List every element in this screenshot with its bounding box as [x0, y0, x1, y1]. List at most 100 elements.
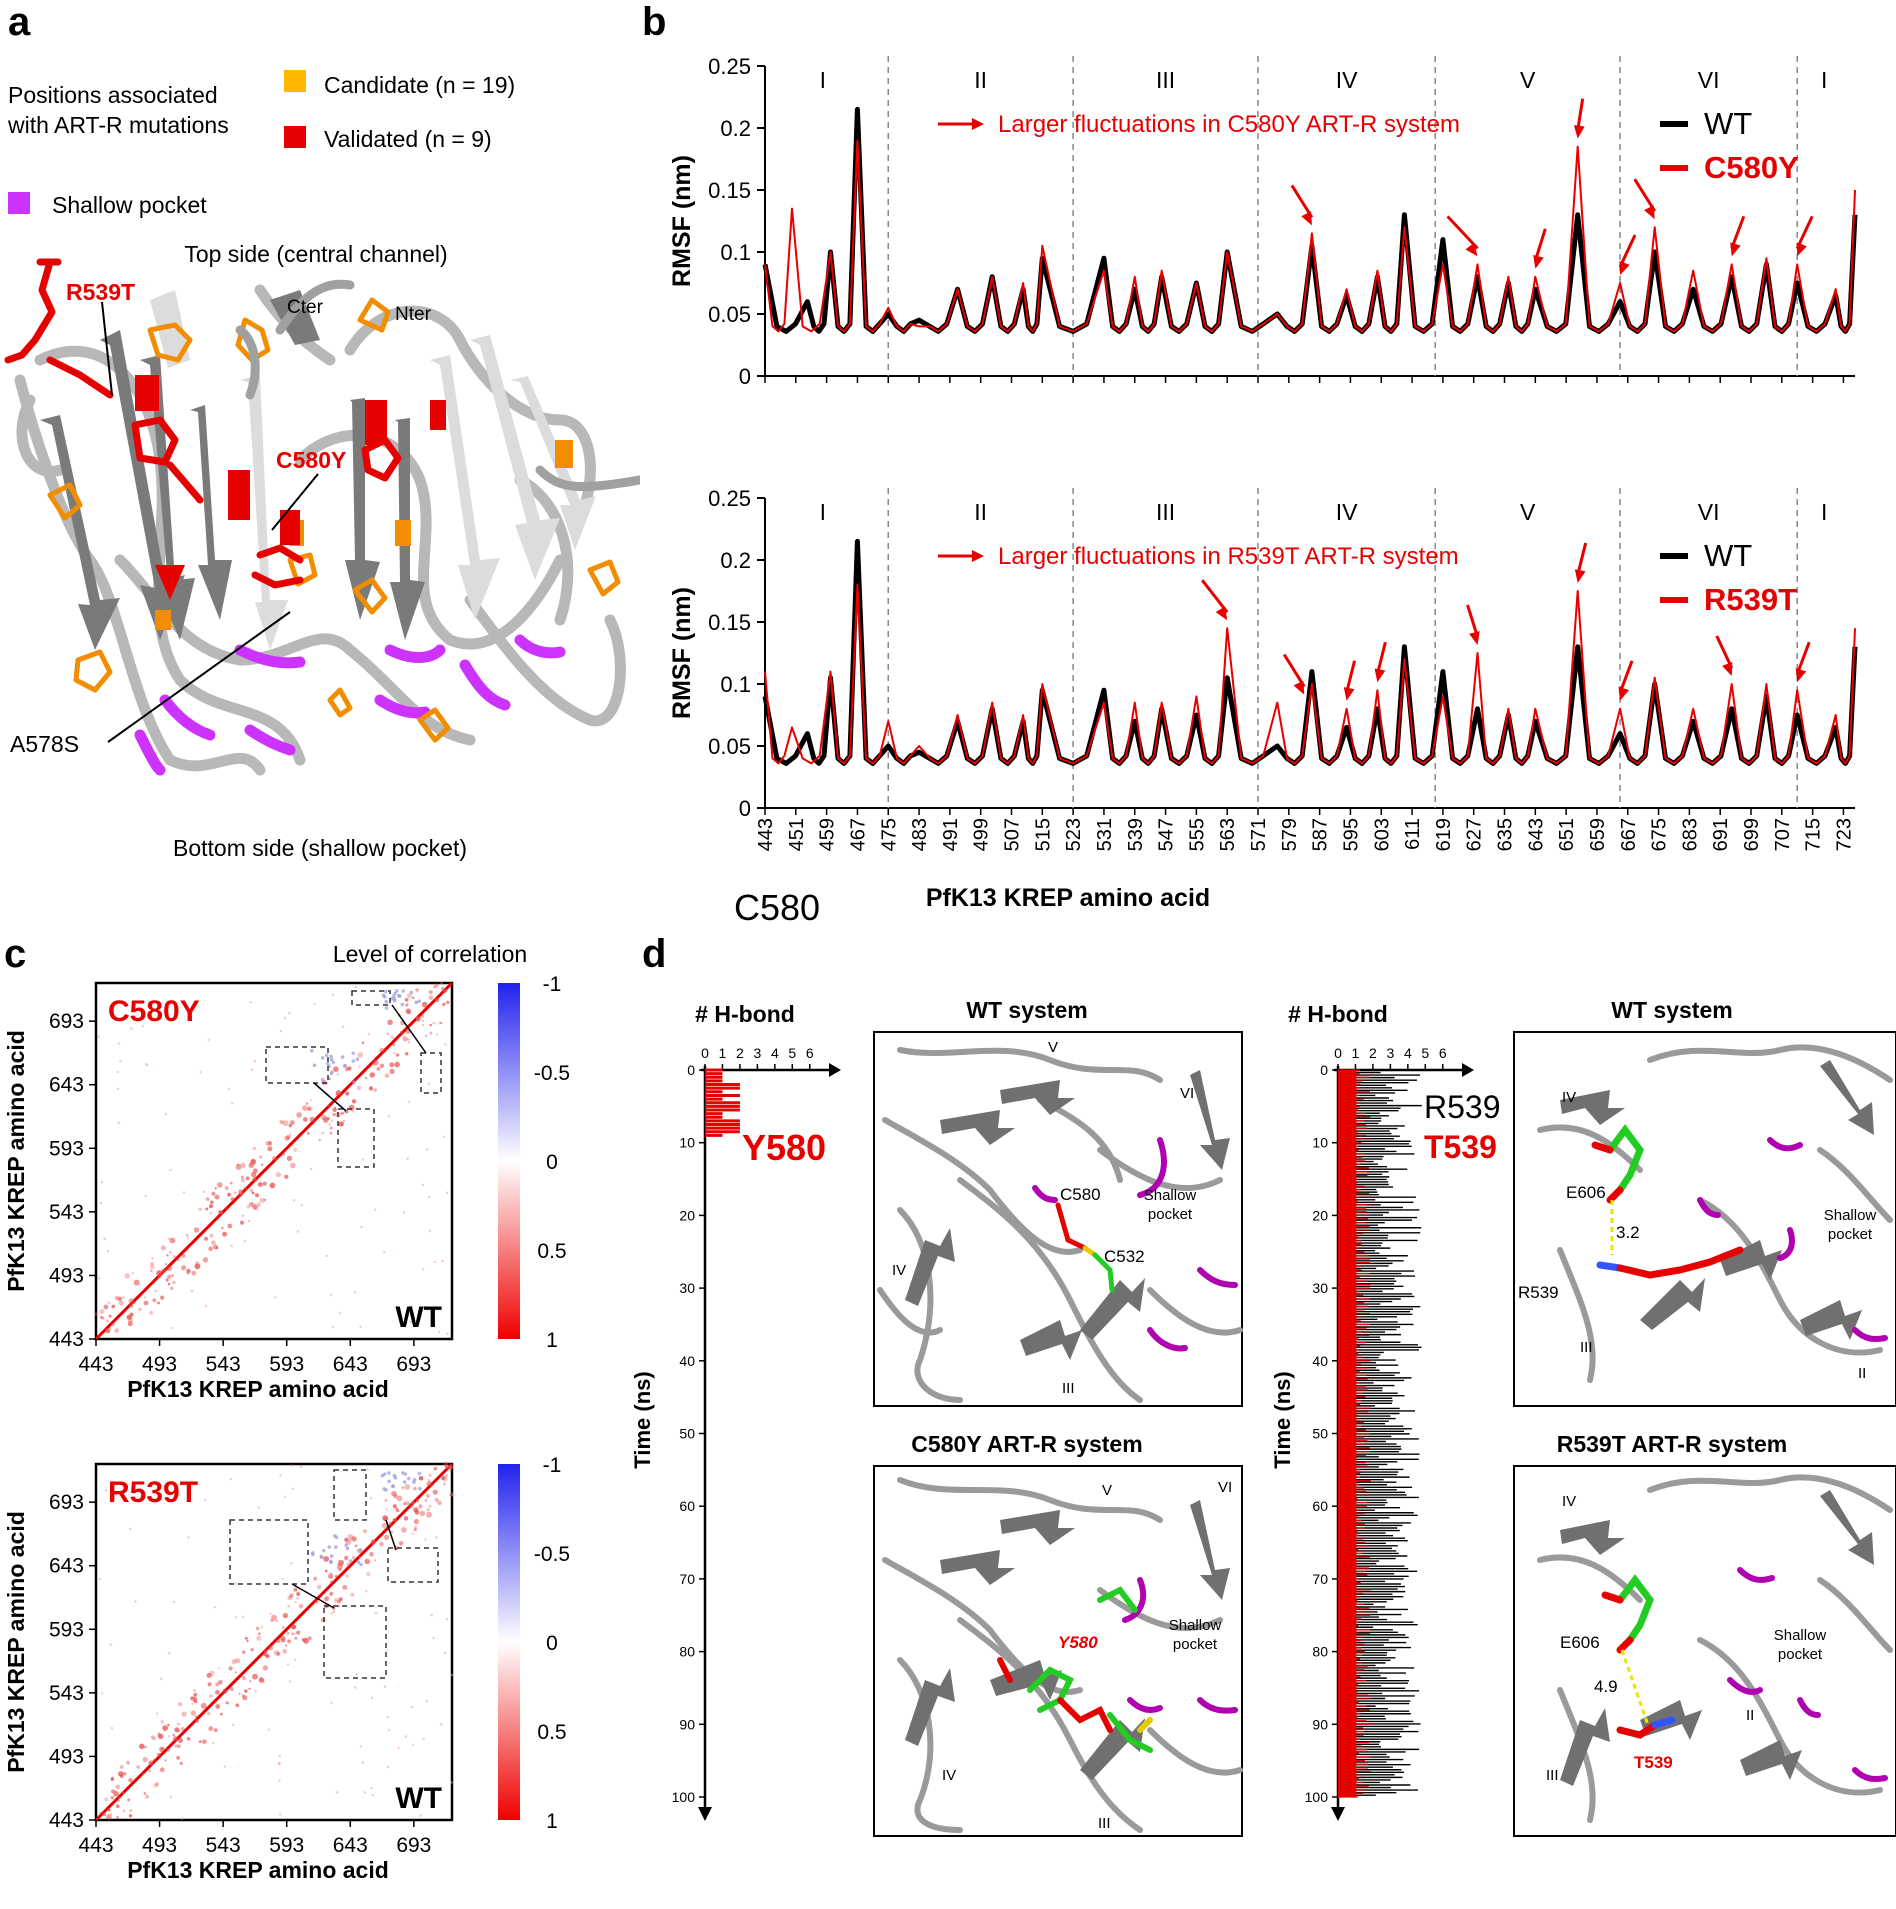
x-tick-label: 643 — [333, 1353, 368, 1376]
time-tick: 50 — [679, 1426, 695, 1442]
x-tick-label: 579 — [1279, 818, 1301, 851]
time-tick: 20 — [1312, 1207, 1328, 1223]
time-tick: 60 — [679, 1498, 695, 1514]
wt-system-title-2: WT system — [1611, 997, 1732, 1023]
bottom-side-label: Bottom side (shallow pocket) — [173, 835, 467, 861]
candidate-swatch — [284, 70, 306, 92]
c532-residue-label: C532 — [1104, 1247, 1145, 1266]
legend-wt: WT — [1704, 538, 1752, 573]
highlight-arrow — [1795, 215, 1814, 250]
e606-label-1: E606 — [1566, 1183, 1606, 1202]
colorbar-tick: 1 — [546, 1329, 558, 1352]
highlight-arrow — [1730, 215, 1746, 249]
blade-ii-label-4: II — [1746, 1707, 1754, 1724]
legend-title-line2: with ART-R mutations — [8, 112, 229, 138]
highlight-arrow — [1201, 579, 1229, 614]
y-tick-label: 0.2 — [720, 116, 751, 141]
blade-vi-label-1: VI — [1180, 1085, 1194, 1102]
blade-iv-label-2: IV — [942, 1767, 956, 1784]
panel-letter-c: c — [4, 932, 27, 976]
t539-label: T539 — [1424, 1129, 1497, 1165]
highlight-arrow — [1375, 641, 1387, 675]
x-tick-label: 619 — [1433, 818, 1455, 851]
shallow-text-1a: Shallow — [1144, 1187, 1197, 1204]
y-tick-label: 493 — [49, 1745, 84, 1768]
x-tick-label: 491 — [940, 818, 962, 851]
c580-residue-label: C580 — [1060, 1185, 1101, 1204]
series-line-r539t — [764, 583, 1856, 765]
colorbar-tick: -0.5 — [534, 1062, 570, 1085]
blade-label: II — [974, 67, 987, 93]
x-tick-label: 667 — [1618, 818, 1640, 851]
hbond-tick: 0 — [701, 1045, 709, 1061]
time-tick: 70 — [679, 1571, 695, 1587]
x-tick-label: 531 — [1094, 818, 1116, 851]
time-tick: 30 — [679, 1280, 695, 1296]
blade-ii-label-3: II — [1858, 1365, 1866, 1382]
heatmap-ylabel: PfK13 KREP amino acid — [3, 1511, 29, 1773]
blade-label: I — [820, 67, 826, 93]
y-tick-label: 643 — [49, 1074, 84, 1097]
shallow-swatch — [8, 192, 30, 214]
panel-letter-a: a — [8, 0, 31, 44]
highlight-arrow — [1576, 542, 1588, 576]
time-tick: 90 — [679, 1716, 695, 1732]
e606-label-2: E606 — [1560, 1633, 1600, 1652]
time-tick: 100 — [1305, 1789, 1329, 1805]
highlight-arrow — [1290, 184, 1314, 219]
x-tick-label: 499 — [971, 818, 993, 851]
blade-vi-label-2: VI — [1218, 1479, 1232, 1496]
blade-label: V — [1520, 67, 1536, 93]
panel-c-correlation-maps: Level of correlation C580YWT443443493493… — [3, 941, 570, 1883]
y-tick-label: 443 — [49, 1328, 84, 1351]
y-axis-label: RMSF (nm) — [668, 587, 696, 719]
highlight-arrow — [1282, 653, 1306, 688]
panel-letter-d: d — [642, 932, 667, 976]
blade-label: I — [1821, 67, 1827, 93]
y-tick-label: 593 — [49, 1618, 84, 1641]
time-tick: 90 — [1312, 1716, 1328, 1732]
blade-label: III — [1156, 499, 1175, 525]
highlight-arrow — [1618, 660, 1634, 694]
x-tick-label: 715 — [1803, 818, 1825, 851]
x-tick-label: 635 — [1495, 818, 1517, 851]
highlight-arrow — [1795, 641, 1811, 675]
time-tick: 80 — [679, 1644, 695, 1660]
y-tick-label: 0.25 — [708, 486, 751, 511]
x-tick-label: 443 — [78, 1834, 113, 1857]
candidate-label: Candidate (n = 19) — [324, 72, 516, 98]
colorbar-tick: 0 — [546, 1151, 558, 1174]
hbond-tick: 1 — [719, 1045, 727, 1061]
time-tick: 100 — [672, 1789, 696, 1805]
shallow-text-1b: pocket — [1148, 1206, 1193, 1223]
y-tick-label: 443 — [49, 1809, 84, 1832]
region-box — [333, 1469, 367, 1521]
colorbar-tick: 0.5 — [537, 1240, 566, 1263]
correlation-title: Level of correlation — [333, 941, 527, 967]
blade-label: IV — [1336, 67, 1358, 93]
colorbar-tick: 0.5 — [537, 1721, 566, 1744]
x-tick-label: 515 — [1032, 818, 1054, 851]
hbond-tick: 5 — [788, 1045, 796, 1061]
legend-wt: WT — [1704, 106, 1752, 141]
structure-wt-c580: C580 C532 Shallow pocket V VI IV III — [873, 1031, 1243, 1407]
hbond-tick: 6 — [806, 1045, 814, 1061]
t539-residue-label: T539 — [1634, 1753, 1673, 1772]
heatmap-ylabel: PfK13 KREP amino acid — [3, 1030, 29, 1292]
a578s-label: A578S — [10, 731, 79, 757]
y-tick-label: 543 — [49, 1682, 84, 1705]
y580-label: Y580 — [742, 1127, 826, 1168]
shallow-text-4a: Shallow — [1774, 1627, 1827, 1644]
x-tick-label: 539 — [1125, 818, 1147, 851]
protein-structure-render: Top side (central channel) Bottom side (… — [4, 241, 640, 861]
r539t-label: R539T — [66, 279, 135, 305]
time-tick: 10 — [1312, 1135, 1328, 1151]
blade-label: V — [1520, 499, 1536, 525]
hbond-tick: 2 — [736, 1045, 744, 1061]
x-tick-label: 587 — [1310, 818, 1332, 851]
hbond-tick: 6 — [1439, 1045, 1447, 1061]
x-tick-label: 593 — [269, 1353, 304, 1376]
